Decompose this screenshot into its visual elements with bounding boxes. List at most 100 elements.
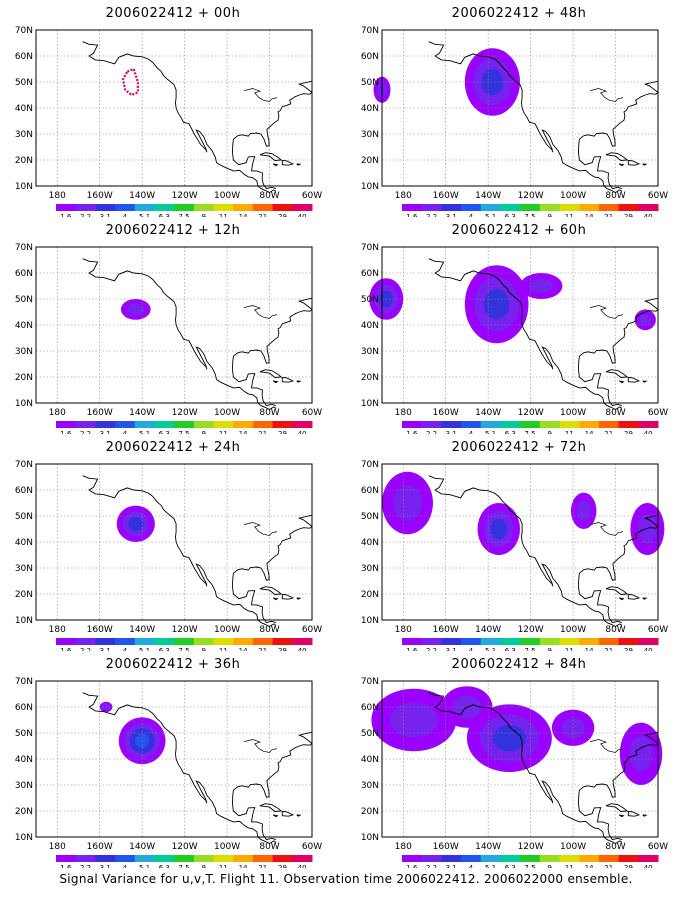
- island-outline: [642, 163, 648, 166]
- latitude-tick-label: 40N: [15, 321, 33, 331]
- colorbar-swatch: [559, 421, 580, 428]
- great-lakes-outline: [590, 88, 624, 102]
- colorbar-label: 2.2: [426, 430, 437, 434]
- great-lakes-outline: [244, 305, 278, 319]
- colorbar-swatch: [520, 421, 541, 428]
- colorbar-label: 3.1: [100, 430, 111, 434]
- colorbar-swatch: [134, 638, 155, 645]
- colorbar-swatch: [233, 421, 254, 428]
- variance-contour: [492, 724, 527, 752]
- longitude-tick-label: 120W: [172, 842, 198, 852]
- latitude-tick-label: 20N: [361, 373, 379, 383]
- colorbar-swatch: [154, 421, 175, 428]
- map-panel: 2006022412 + 84h 180 160W 140W 120W 100W 80W 60…: [346, 651, 692, 868]
- island-outline: [281, 160, 295, 166]
- longitude-tick-label: 140W: [129, 842, 155, 852]
- colorbar-swatch: [638, 855, 659, 862]
- colorbar-swatch: [559, 855, 580, 862]
- island-outline: [642, 597, 648, 600]
- latitude-tick-label: 70N: [361, 460, 379, 470]
- latitude-tick-label: 70N: [15, 243, 33, 253]
- colorbar-swatch: [272, 638, 293, 645]
- latitude-tick-label: 50N: [361, 295, 379, 305]
- colorbar-label: 14: [585, 213, 594, 217]
- colorbar-swatch: [95, 204, 116, 211]
- great-lakes-outline: [590, 739, 624, 753]
- colorbar-swatch: [480, 638, 501, 645]
- map-plot: 180 160W 140W 120W 100W 80W 60W 10N 20N 30N 40N 50N…: [15, 243, 322, 434]
- colorbar-label: 3.1: [446, 864, 457, 868]
- colorbar-label: 1.6: [60, 864, 72, 868]
- island-outline: [605, 586, 629, 595]
- island-outline: [296, 814, 302, 817]
- island-outline: [618, 814, 625, 818]
- colorbar-swatch: [174, 855, 195, 862]
- longitude-tick-label: 80W: [605, 408, 625, 418]
- latitude-tick-label: 60N: [361, 703, 379, 713]
- colorbar-label: 14: [239, 864, 248, 868]
- longitude-tick-label: 120W: [518, 191, 544, 201]
- colorbar-swatch: [638, 204, 659, 211]
- colorbar-swatch: [598, 855, 620, 862]
- map-plot: 180 160W 140W 120W 100W 80W 60W 10N 20N 30N 40N 50N…: [361, 243, 668, 434]
- island-outline: [618, 163, 625, 167]
- longitude-tick-label: 100W: [214, 191, 240, 201]
- colorbar-label: 4: [123, 213, 128, 217]
- longitude-tick-label: 60W: [302, 408, 322, 418]
- colorbar-label: 4: [469, 213, 474, 217]
- coastline: [577, 731, 659, 841]
- colorbar-swatch: [421, 204, 442, 211]
- latitude-tick-label: 10N: [361, 399, 379, 409]
- colorbar-swatch: [292, 638, 313, 645]
- colorbar-swatch: [154, 638, 175, 645]
- colorbar-label: 9: [201, 430, 205, 434]
- colorbar-swatch: [75, 204, 96, 211]
- map-panel: 2006022412 + 00h 180 160W 140W 120W 100W 80W 60…: [0, 0, 346, 217]
- variance-contour: [128, 516, 144, 531]
- longitude-tick-label: 100W: [214, 842, 240, 852]
- colorbar-label: 9: [547, 864, 551, 868]
- longitude-tick-label: 100W: [560, 842, 586, 852]
- colorbar-label: 11: [565, 213, 574, 217]
- colorbar-label: 11: [565, 647, 574, 651]
- colorbar-label: 11: [219, 647, 228, 651]
- colorbar-swatch: [233, 204, 254, 211]
- colorbar-swatch: [402, 855, 423, 862]
- colorbar-label: 2.2: [80, 213, 91, 217]
- island-outline: [281, 377, 295, 383]
- map-panel: 2006022412 + 12h 180 160W 140W 120W 100W 80W 60…: [0, 217, 346, 434]
- map-plot: 180 160W 140W 120W 100W 80W 60W 10N 20N 30N 40N 50N…: [15, 460, 322, 651]
- latitude-tick-label: 30N: [15, 781, 33, 791]
- map-plot: 180 160W 140W 120W 100W 80W 60W 10N 20N 30N 40N 50N…: [15, 677, 322, 868]
- coastline: [231, 297, 313, 407]
- colorbar-swatch: [193, 638, 215, 645]
- colorbar-label: 2.2: [80, 864, 91, 868]
- colorbar-swatch: [272, 204, 293, 211]
- colorbar-label: 4: [469, 430, 474, 434]
- colorbar-swatch: [618, 421, 639, 428]
- latitude-tick-label: 70N: [361, 677, 379, 687]
- colorbar-swatch: [193, 204, 215, 211]
- colorbar-swatch: [174, 638, 195, 645]
- colorbar-swatch: [115, 638, 136, 645]
- coastline: [82, 258, 277, 411]
- longitude-tick-label: 140W: [475, 842, 501, 852]
- colorbar-label: 40: [298, 430, 307, 434]
- variance-contour: [576, 500, 591, 522]
- island-outline: [272, 163, 279, 167]
- colorbar-swatch: [252, 855, 274, 862]
- latitude-tick-label: 70N: [15, 460, 33, 470]
- latitude-tick-label: 10N: [15, 182, 33, 192]
- longitude-tick-label: 180: [395, 408, 412, 418]
- colorbar-swatch: [213, 421, 234, 428]
- variance-contour: [127, 303, 145, 316]
- latitude-tick-label: 40N: [361, 321, 379, 331]
- coastline: [231, 731, 313, 841]
- colorbar-label: 21: [604, 430, 613, 434]
- island-outline: [627, 160, 641, 166]
- island-outline: [605, 152, 629, 161]
- latitude-tick-label: 30N: [15, 130, 33, 140]
- longitude-tick-label: 120W: [172, 625, 198, 635]
- great-lakes-outline: [244, 739, 278, 753]
- colorbar-label: 11: [565, 864, 574, 868]
